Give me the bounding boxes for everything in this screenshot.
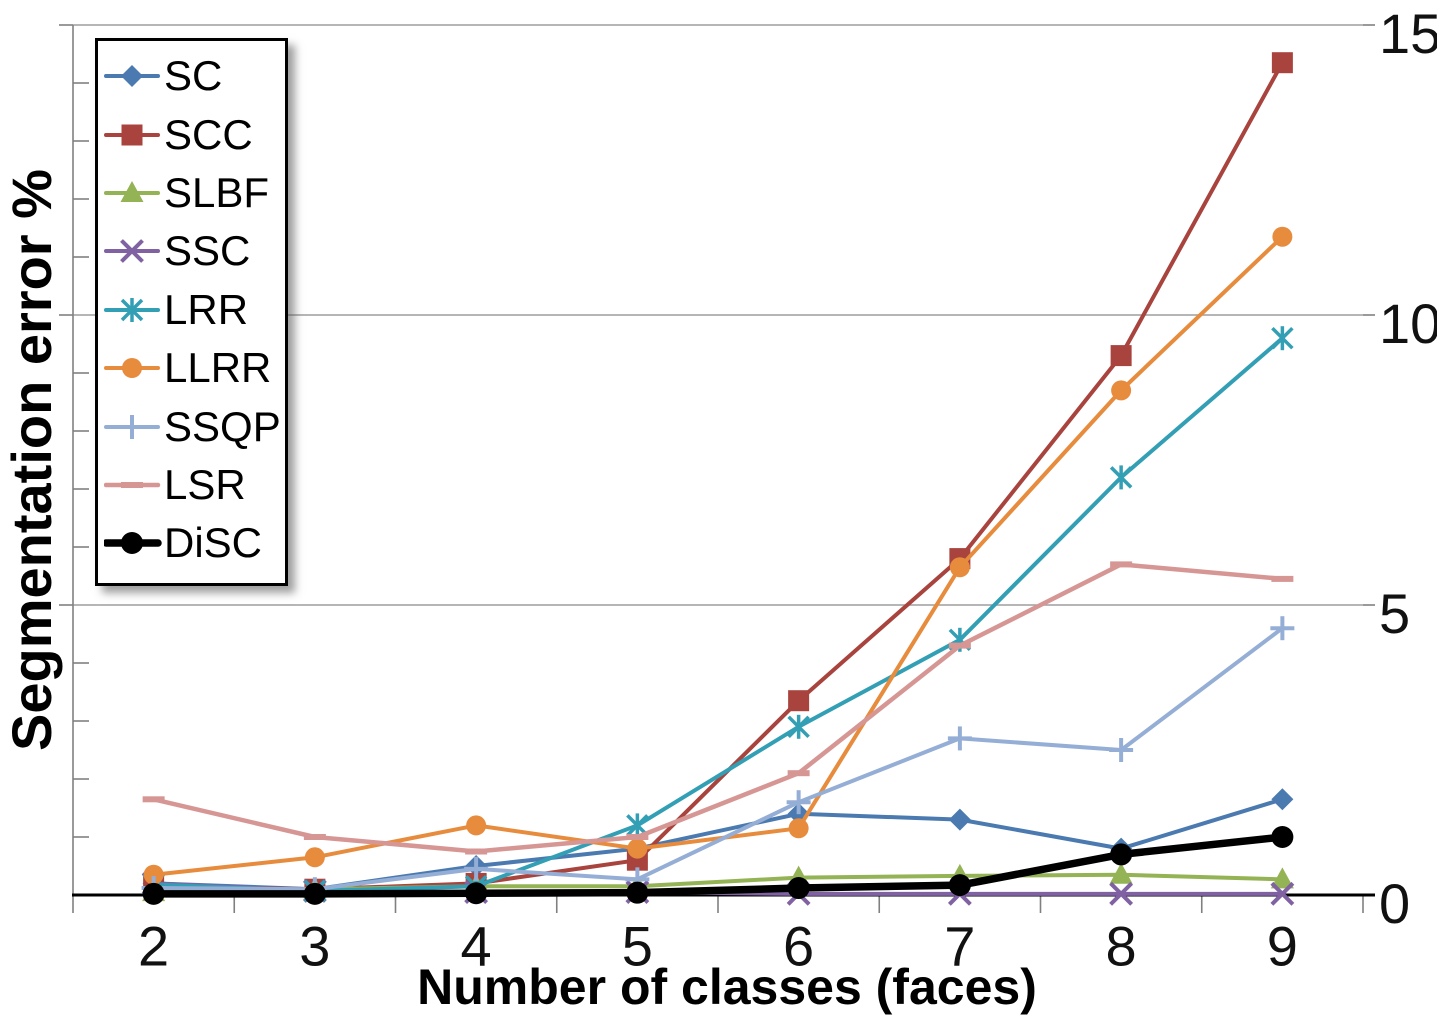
- series-LRR: [142, 326, 1294, 903]
- y-tick-label-15: 15: [1379, 2, 1437, 66]
- legend-marker-square-icon: [104, 124, 160, 146]
- legend-item-LSR: LSR: [104, 456, 285, 514]
- legend-label: SCC: [164, 110, 253, 158]
- x-tick-label-4: 4: [460, 914, 492, 978]
- legend-marker-circle-icon: [104, 358, 160, 379]
- legend-label: DiSC: [164, 519, 263, 567]
- legend-marker-circle-icon: [104, 532, 162, 555]
- x-axis-title: Number of classes (faces): [417, 959, 1037, 1015]
- y-axis-title: Segmentation error %: [0, 169, 63, 751]
- x-tick-label-3: 3: [299, 914, 331, 978]
- legend-label: SSC: [164, 227, 251, 275]
- legend-box: SC SCC SLBF SSC LRR LLRR SSQP LSR DiSC: [95, 38, 288, 586]
- legend-marker-diamond-icon: [104, 65, 160, 88]
- legend-marker-triangle-icon: [104, 180, 160, 202]
- y-tick-label-5: 5: [1379, 582, 1411, 646]
- legend-label: SLBF: [164, 168, 270, 216]
- legend-label: SC: [164, 52, 223, 100]
- legend-label: LSR: [164, 460, 246, 508]
- legend-item-SCC: SCC: [104, 105, 285, 163]
- legend-item-LLRR: LLRR: [104, 339, 285, 397]
- gridlines: [59, 24, 1375, 896]
- series-LLRR: [143, 226, 1293, 885]
- legend-item-LRR: LRR: [104, 281, 285, 339]
- series-DiSC: [142, 826, 1294, 905]
- legend-label: LRR: [164, 285, 249, 333]
- legend-marker-plus-icon: [104, 414, 160, 439]
- legend-item-SSQP: SSQP: [104, 397, 285, 455]
- y-tick-label-10: 10: [1379, 292, 1437, 356]
- x-tick-label-9: 9: [1266, 914, 1298, 978]
- legend-marker-dash-icon: [104, 481, 161, 488]
- x-tick-label-2: 2: [138, 914, 170, 978]
- legend-item-DiSC: DiSC: [104, 514, 285, 572]
- y-tick-label-0: 0: [1379, 872, 1411, 936]
- legend-item-SSC: SSC: [104, 222, 285, 280]
- x-tick-label-7: 7: [944, 914, 976, 978]
- legend-marker-x-icon: [104, 239, 160, 264]
- series-LSR: [142, 561, 1294, 855]
- legend-item-SC: SC: [104, 47, 285, 105]
- legend-label: SSQP: [164, 402, 281, 450]
- legend-label: LLRR: [164, 344, 272, 392]
- legend-marker-asterisk-icon: [104, 297, 160, 322]
- x-tick-label-8: 8: [1105, 914, 1137, 978]
- x-tick-label-6: 6: [783, 914, 815, 978]
- legend-item-SLBF: SLBF: [104, 164, 285, 222]
- x-tick-label-5: 5: [621, 914, 653, 978]
